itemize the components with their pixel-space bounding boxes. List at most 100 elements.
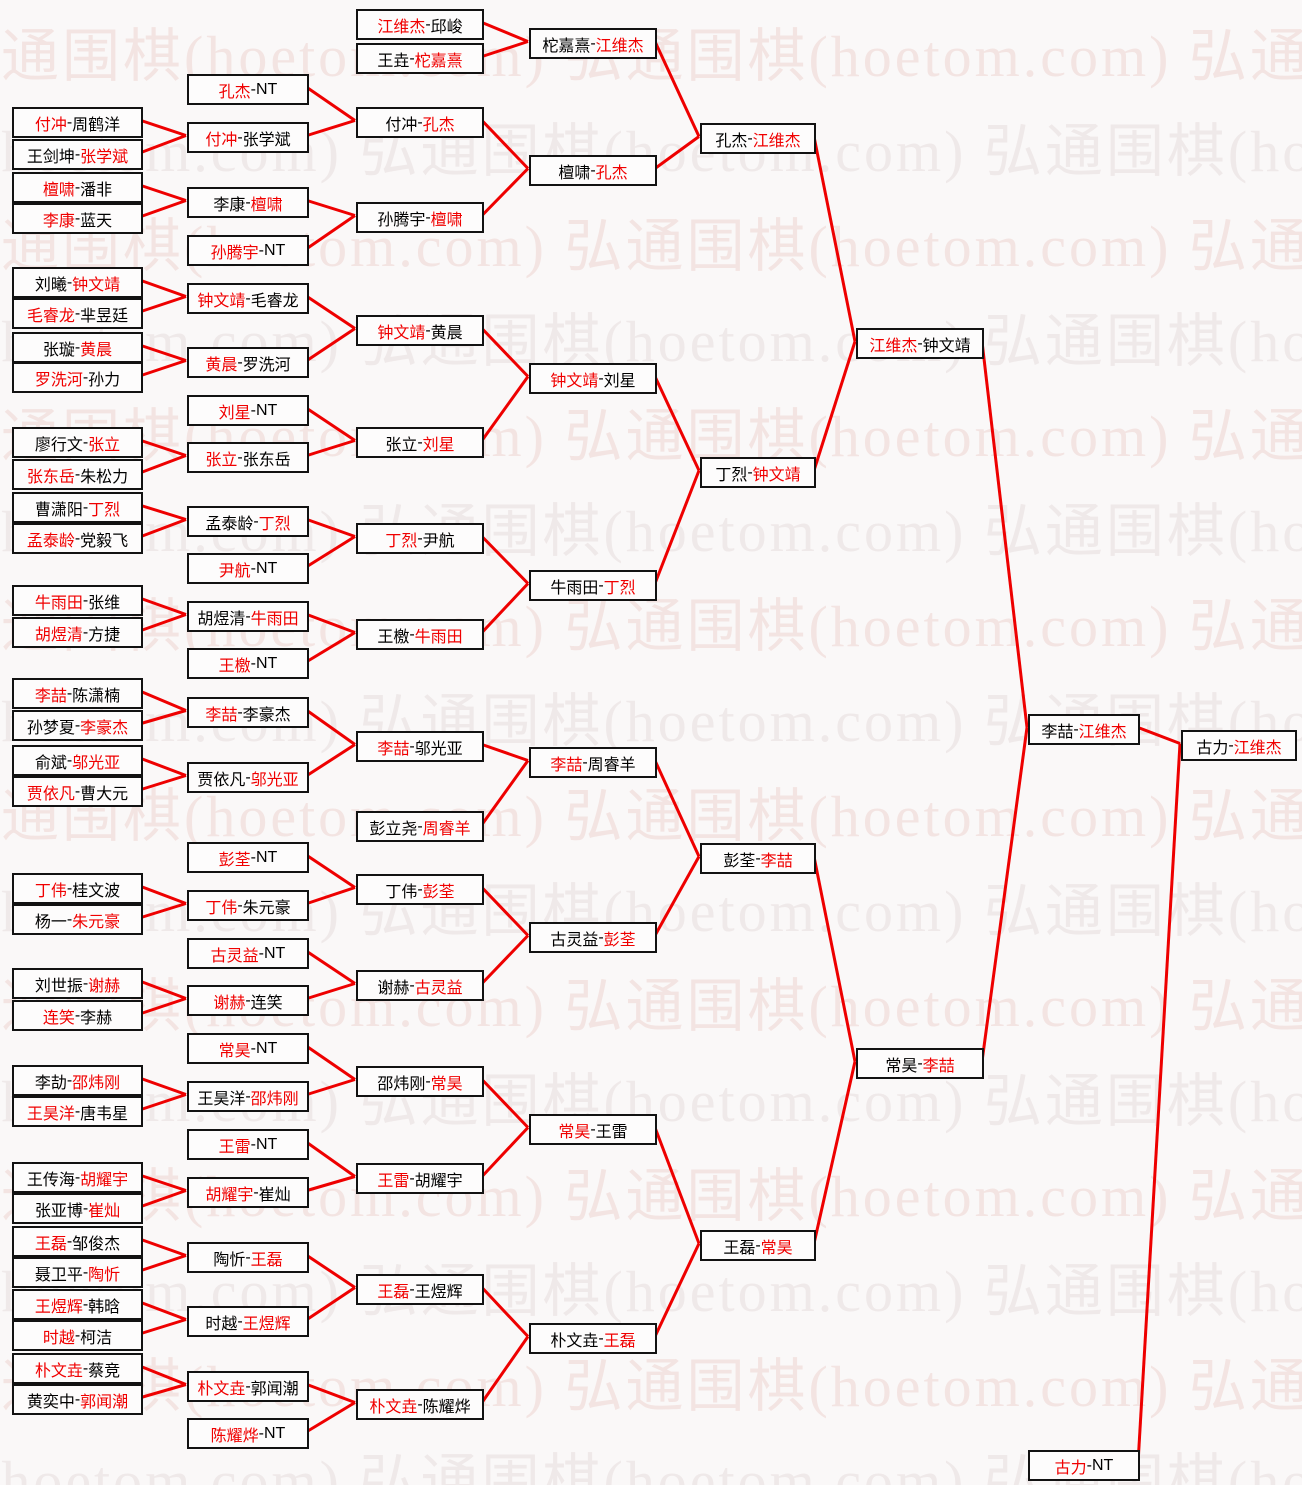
vs-dash: - <box>582 753 588 771</box>
match-box: 李喆 - 江维杰 <box>1028 714 1140 745</box>
match-box: 时越 - 王煜辉 <box>187 1306 309 1337</box>
winner-name: 陶忻 <box>88 1266 121 1284</box>
vs-dash: - <box>250 848 256 866</box>
match-box: 贾依凡 - 邬光亚 <box>187 762 309 793</box>
bracket-line <box>306 886 356 905</box>
loser-name: 王煜辉 <box>414 1283 463 1301</box>
bracket-line <box>654 135 700 170</box>
vs-dash: - <box>755 1236 761 1254</box>
match-box: 朴文垚 - 蔡竞 <box>12 1353 143 1384</box>
bracket-line <box>812 856 857 1062</box>
vs-dash: - <box>917 1054 923 1072</box>
match-box: 王檄 - 牛雨田 <box>356 619 484 650</box>
match-box: 牛雨田 - 张维 <box>12 585 143 616</box>
bracket-line <box>306 295 356 330</box>
vs-dash: - <box>253 512 259 530</box>
bracket-line <box>306 327 356 362</box>
loser-name: 贾依凡 <box>197 771 246 789</box>
winner-name: 陈耀烨 <box>210 1427 259 1445</box>
loser-name: 周睿羊 <box>587 756 636 774</box>
loser-name: 邹俊杰 <box>72 1235 121 1253</box>
match-box: 王磊 - 王煜辉 <box>356 1274 484 1305</box>
match-box: 古力 - 江维杰 <box>1181 730 1297 761</box>
match-box: 付冲 - 周鹤洋 <box>12 107 143 138</box>
match-box: 彭荃 - NT <box>187 842 309 873</box>
bracket-line <box>140 1238 187 1257</box>
vs-dash: - <box>245 768 251 786</box>
vs-dash: - <box>250 654 256 672</box>
loser-name: 孙腾宇 <box>377 211 426 229</box>
bracket-line <box>653 375 701 472</box>
match-box: 孟泰龄 - 党毅飞 <box>12 523 143 554</box>
bracket-line <box>480 886 530 937</box>
vs-dash: - <box>66 879 73 897</box>
match-box: 王剑坤 - 张学斌 <box>12 139 143 170</box>
vs-dash: - <box>82 498 89 516</box>
match-box: 常昊 - NT <box>187 1033 309 1064</box>
winner-name: 邵炜刚 <box>72 1074 121 1092</box>
bracket-line <box>653 469 701 585</box>
loser-name: 毛睿龙 <box>250 292 299 310</box>
match-box: 胡煜清 - 牛雨田 <box>187 601 309 632</box>
match-box: 李喆 - 周睿羊 <box>529 747 657 778</box>
vs-dash: - <box>74 145 81 163</box>
loser-name: 韩晗 <box>88 1298 121 1316</box>
vs-dash: - <box>82 623 89 641</box>
match-box: 柁嘉熹 - 江维杰 <box>529 28 657 59</box>
vs-dash: - <box>425 208 431 226</box>
winner-name: 贾依凡 <box>26 785 75 803</box>
loser-name: NT <box>256 80 278 98</box>
winner-name: 孟泰龄 <box>26 532 75 550</box>
winner-name: 丁烈 <box>385 532 418 550</box>
loser-name: 张亚博 <box>34 1202 83 1220</box>
match-box: 王昊洋 - 唐韦星 <box>12 1096 143 1127</box>
loser-name: 谢赫 <box>377 979 410 997</box>
loser-name: 王檄 <box>377 628 410 646</box>
winner-name: 胡耀宇 <box>205 1186 254 1204</box>
match-box: 聂卫平 - 陶忻 <box>12 1257 143 1288</box>
match-box: 杨一 - 朱元豪 <box>12 904 143 935</box>
match-box: 古灵益 - NT <box>187 938 309 969</box>
winner-name: 黄晨 <box>205 356 238 374</box>
vs-dash: - <box>82 591 89 609</box>
bracket-line <box>140 1318 187 1335</box>
winner-name: 李豪杰 <box>80 719 129 737</box>
winner-name: 胡耀宇 <box>80 1171 129 1189</box>
match-box: 檀啸 - 孔杰 <box>529 155 657 186</box>
loser-name: NT <box>256 654 278 672</box>
loser-name: 尹航 <box>422 532 455 550</box>
vs-dash: - <box>74 465 81 483</box>
vs-dash: - <box>417 1395 423 1413</box>
bracket-line <box>306 1254 356 1289</box>
bracket-line <box>306 1175 356 1192</box>
match-box: 罗洗河 - 孙力 <box>12 362 143 393</box>
bracket-line <box>480 119 530 170</box>
bracket-line <box>653 759 701 858</box>
loser-name: 胡耀宇 <box>414 1172 463 1190</box>
vs-dash: - <box>417 817 423 835</box>
loser-name: 王剑坤 <box>26 148 75 166</box>
winner-name: 钟文靖 <box>72 276 121 294</box>
vs-dash: - <box>74 1390 81 1408</box>
winner-name: 朴文垚 <box>369 1398 418 1416</box>
bracket-line <box>140 597 187 616</box>
bracket-line <box>140 774 187 791</box>
loser-name: 连笑 <box>250 994 283 1012</box>
winner-name: 李喆 <box>205 706 238 724</box>
loser-name: NT <box>256 848 278 866</box>
vs-dash: - <box>237 1312 243 1330</box>
winner-name: 黄晨 <box>80 341 113 359</box>
vs-dash: - <box>245 289 251 307</box>
bracket-line <box>1137 726 1181 745</box>
winner-name: 孙腾宇 <box>210 244 259 262</box>
loser-name: 常昊 <box>885 1057 918 1075</box>
loser-name: 古灵益 <box>550 931 599 949</box>
winner-name: 罗洗河 <box>34 371 83 389</box>
winner-name: 刘星 <box>422 436 455 454</box>
match-box: 尹航 - NT <box>187 553 309 584</box>
bracket-line <box>140 518 187 538</box>
loser-name: 曹潇阳 <box>34 501 83 519</box>
loser-name: 陈耀烨 <box>422 1398 471 1416</box>
